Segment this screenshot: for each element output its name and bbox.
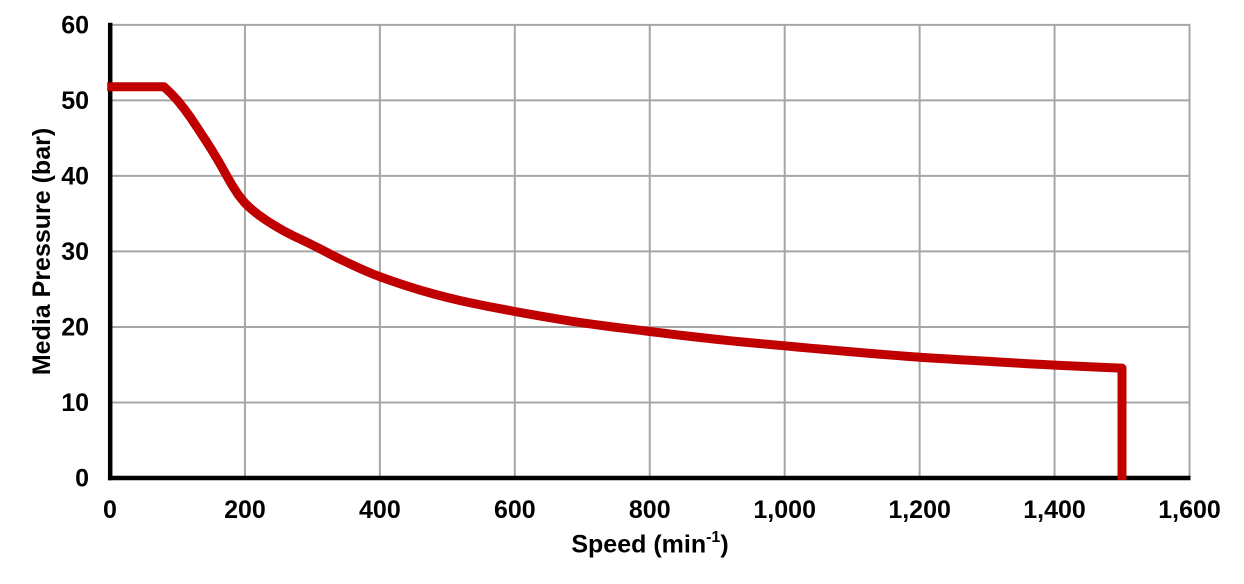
svg-text:10: 10 [61, 389, 89, 417]
svg-text:0: 0 [103, 496, 117, 524]
svg-text:600: 600 [494, 496, 536, 524]
svg-text:800: 800 [629, 496, 671, 524]
svg-text:30: 30 [61, 238, 89, 266]
svg-text:Speed (min-1): Speed (min-1) [571, 529, 728, 558]
svg-text:60: 60 [61, 12, 89, 40]
svg-text:200: 200 [224, 496, 266, 524]
svg-text:Media Pressure (bar): Media Pressure (bar) [28, 128, 56, 375]
svg-text:1,600: 1,600 [1158, 496, 1221, 524]
svg-text:0: 0 [75, 465, 89, 493]
svg-text:1,000: 1,000 [753, 496, 816, 524]
svg-text:40: 40 [61, 163, 89, 191]
svg-text:20: 20 [61, 314, 89, 342]
svg-text:1,200: 1,200 [888, 496, 951, 524]
svg-text:50: 50 [61, 87, 89, 115]
svg-text:1,400: 1,400 [1023, 496, 1086, 524]
svg-text:400: 400 [359, 496, 401, 524]
